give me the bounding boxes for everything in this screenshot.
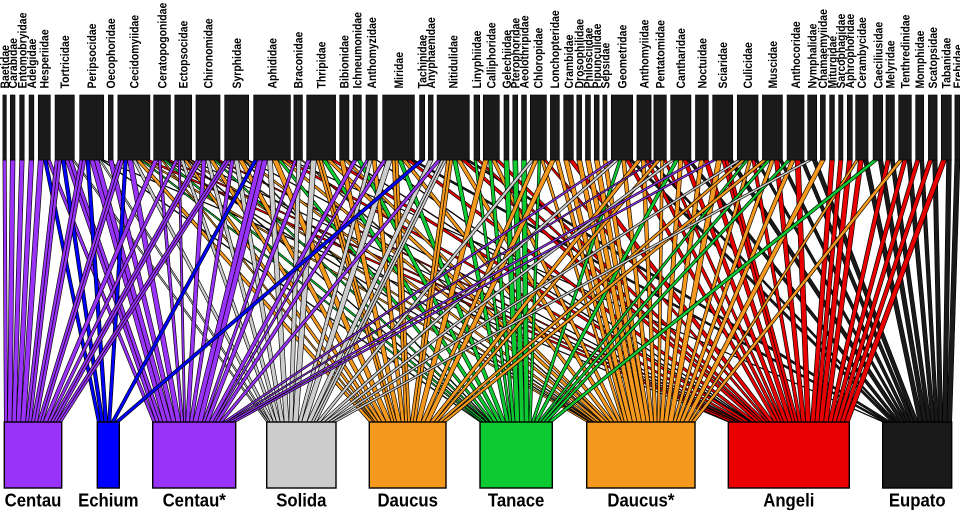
svg-text:Chloropidae: Chloropidae — [533, 28, 546, 89]
svg-text:Hesperiidae: Hesperiidae — [39, 29, 52, 88]
svg-text:Nymphalidae: Nymphalidae — [807, 24, 820, 89]
svg-text:Anyphaenidae: Anyphaenidae — [425, 17, 438, 88]
svg-text:Daucus*: Daucus* — [607, 490, 674, 510]
svg-text:Pentatomidae: Pentatomidae — [655, 20, 668, 88]
svg-text:Nitidulidae: Nitidulidae — [448, 35, 461, 88]
svg-text:Tachinidae: Tachinidae — [417, 35, 430, 89]
svg-text:Linyphiidae: Linyphiidae — [472, 31, 485, 89]
svg-text:Pterophoridae: Pterophoridae — [510, 18, 523, 89]
svg-text:Eupato: Eupato — [889, 490, 946, 510]
svg-text:Aeolothripidae: Aeolothripidae — [519, 15, 532, 88]
svg-text:Chironomidae: Chironomidae — [203, 18, 216, 88]
svg-text:Drosophilidae: Drosophilidae — [574, 19, 587, 89]
svg-text:Sepsidae: Sepsidae — [600, 43, 613, 89]
svg-text:Thripidae: Thripidae — [316, 42, 329, 89]
svg-text:Carabidae: Carabidae — [7, 38, 20, 88]
svg-text:Aphrophoridae: Aphrophoridae — [845, 14, 858, 89]
svg-text:Braconidae: Braconidae — [293, 32, 306, 89]
svg-text:Centau*: Centau* — [163, 490, 226, 510]
svg-text:Miturgidae: Miturgidae — [827, 36, 840, 89]
svg-text:Baetidae: Baetidae — [0, 45, 12, 88]
svg-text:Tenthredinidae: Tenthredinidae — [900, 15, 913, 89]
svg-text:Centau: Centau — [5, 490, 62, 510]
svg-text:Ceratopogonidae: Ceratopogonidae — [157, 3, 170, 89]
svg-text:Lonchopteridae: Lonchopteridae — [550, 10, 563, 88]
svg-text:Daucus: Daucus — [377, 490, 438, 510]
svg-text:Aphididae: Aphididae — [267, 38, 280, 88]
svg-text:Cerambycidae: Cerambycidae — [857, 17, 870, 88]
svg-text:Adelgidae: Adelgidae — [26, 39, 39, 89]
svg-text:Pipunculidae: Pipunculidae — [591, 24, 604, 89]
svg-text:Melyridae: Melyridae — [885, 40, 898, 88]
svg-text:Tortricidae: Tortricidae — [59, 35, 72, 88]
svg-text:Sarcophagidae: Sarcophagidae — [836, 14, 849, 89]
svg-text:Calliphoridae: Calliphoridae — [486, 22, 499, 88]
svg-text:Miridae: Miridae — [393, 52, 406, 89]
svg-text:Caeciliusidae: Caeciliusidae — [873, 22, 886, 89]
svg-text:Noctuidae: Noctuidae — [697, 38, 710, 88]
svg-text:Ichneumonidae: Ichneumonidae — [352, 12, 365, 88]
svg-text:Anthocoridae: Anthocoridae — [790, 21, 803, 88]
svg-text:Crambidae: Crambidae — [563, 35, 576, 89]
svg-text:Culicidae: Culicidae — [742, 42, 755, 88]
svg-text:Chamaemyiidae: Chamaemyiidae — [818, 9, 831, 88]
svg-text:Philosciidae: Philosciidae — [583, 28, 596, 89]
svg-text:Angeli: Angeli — [763, 490, 814, 510]
svg-text:Scatopsidae: Scatopsidae — [927, 27, 940, 88]
svg-text:Cecidomyiidae: Cecidomyiidae — [129, 15, 142, 89]
svg-text:Entomobryidae: Entomobryidae — [17, 13, 30, 89]
svg-text:Anthomyiidae: Anthomyiidae — [639, 20, 652, 89]
svg-text:Solida: Solida — [276, 490, 326, 510]
svg-text:Cantharidae: Cantharidae — [676, 28, 689, 88]
svg-text:Oecophoridae: Oecophoridae — [106, 18, 119, 88]
svg-text:Echium: Echium — [78, 490, 138, 510]
svg-text:Muscidae: Muscidae — [767, 41, 780, 89]
svg-text:Tanace: Tanace — [488, 490, 545, 510]
svg-text:Geometridae: Geometridae — [617, 25, 630, 89]
svg-text:Syrphidae: Syrphidae — [231, 38, 244, 88]
svg-text:Sciaridae: Sciaridae — [717, 42, 730, 88]
svg-text:Bibionidae: Bibionidae — [339, 35, 352, 88]
svg-text:Momphidae: Momphidae — [914, 31, 927, 89]
svg-text:Peripsocidae: Peripsocidae — [86, 24, 99, 89]
svg-text:Tabanidae: Tabanidae — [941, 38, 954, 89]
svg-text:Gelechiidae: Gelechiidae — [501, 30, 514, 89]
svg-text:Anthomyzidae: Anthomyzidae — [366, 17, 379, 88]
svg-text:Ectopsocidae: Ectopsocidae — [178, 21, 191, 89]
svg-text:Erebidae: Erebidae — [952, 44, 960, 88]
